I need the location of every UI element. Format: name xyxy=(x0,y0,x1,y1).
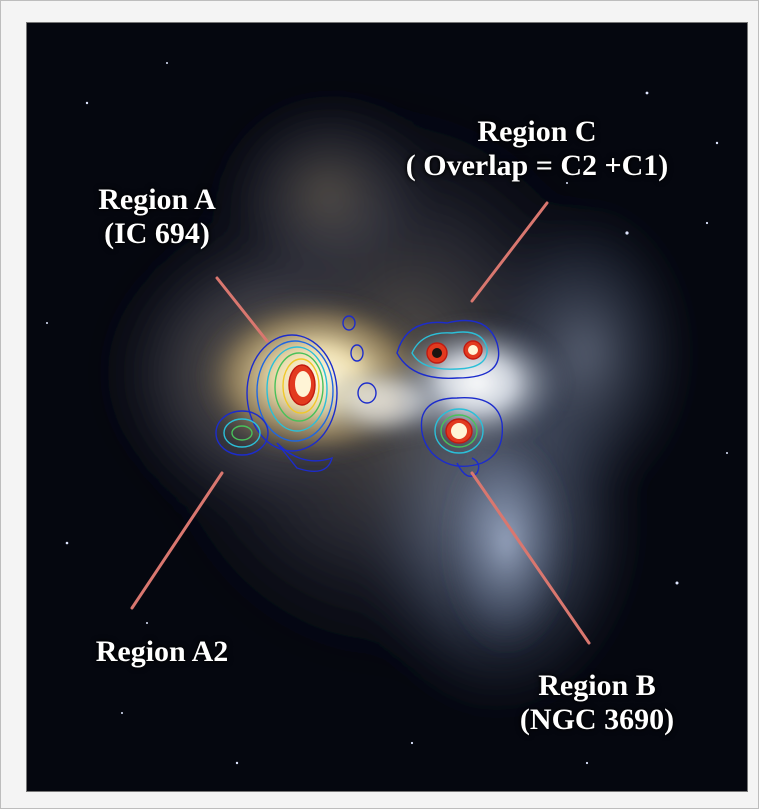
galaxy-merger-image: Region A (IC 694) Region C ( Overlap = C… xyxy=(26,22,748,792)
label-region-a-galaxy: (IC 694) xyxy=(104,217,210,250)
radio-contours xyxy=(215,315,504,477)
contour-region-c xyxy=(396,319,500,379)
pointer-line-region-c xyxy=(470,201,549,303)
galaxy-image-svg xyxy=(27,23,747,791)
contour-region-b xyxy=(420,397,504,477)
label-region-c-detail: ( Overlap = C2 +C1) xyxy=(405,149,669,182)
label-region-b: Region B (NGC 3690) xyxy=(487,669,707,737)
label-region-a2-name: Region A2 xyxy=(95,635,229,668)
label-region-b-galaxy: (NGC 3690) xyxy=(519,703,675,736)
contour-region-a2 xyxy=(215,410,269,456)
pointer-line-region-b xyxy=(470,471,591,645)
label-region-a-name: Region A xyxy=(98,183,216,216)
label-region-a: Region A (IC 694) xyxy=(67,183,247,251)
pointer-lines xyxy=(130,201,591,645)
label-region-c-name: Region C xyxy=(477,115,597,148)
contour-fragments xyxy=(276,315,377,472)
pointer-line-region-a xyxy=(215,276,269,343)
label-region-b-name: Region B xyxy=(538,669,656,702)
label-region-c: Region C ( Overlap = C2 +C1) xyxy=(367,115,707,183)
pointer-line-region-a2 xyxy=(130,471,224,610)
label-region-a2: Region A2 xyxy=(67,635,257,669)
stars xyxy=(46,62,728,765)
contour-region-a xyxy=(246,334,338,452)
